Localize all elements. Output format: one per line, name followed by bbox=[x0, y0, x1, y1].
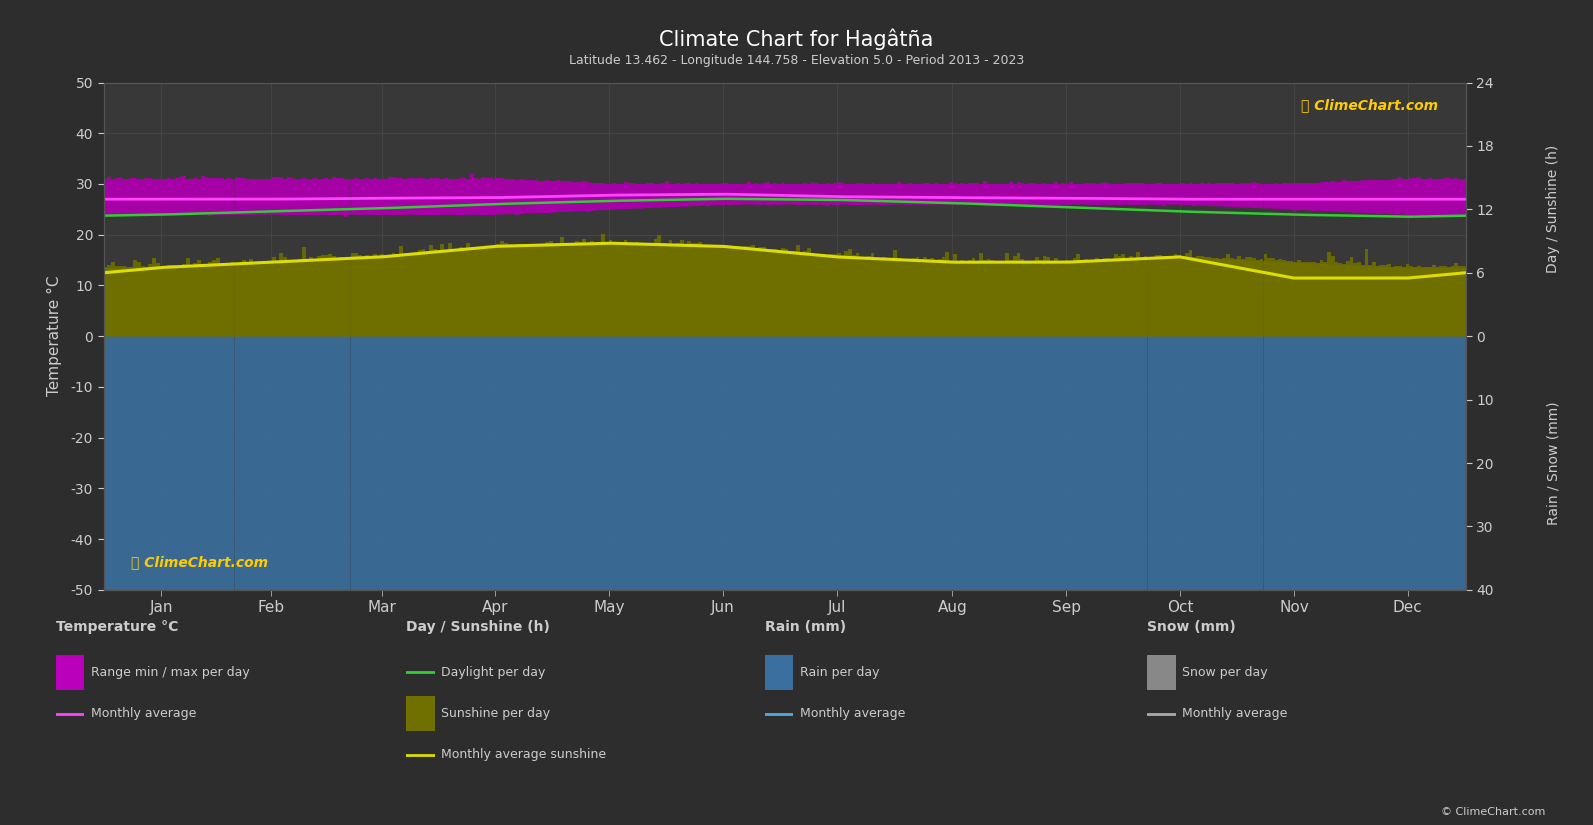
Text: Rain (mm): Rain (mm) bbox=[765, 620, 846, 634]
Text: Temperature °C: Temperature °C bbox=[56, 620, 178, 634]
Text: Snow per day: Snow per day bbox=[1182, 666, 1268, 679]
Text: Rain per day: Rain per day bbox=[800, 666, 879, 679]
Text: Latitude 13.462 - Longitude 144.758 - Elevation 5.0 - Period 2013 - 2023: Latitude 13.462 - Longitude 144.758 - El… bbox=[569, 54, 1024, 67]
Text: Monthly average: Monthly average bbox=[1182, 707, 1287, 720]
Text: 🌍 ClimeChart.com: 🌍 ClimeChart.com bbox=[1301, 97, 1438, 111]
Text: Monthly average sunshine: Monthly average sunshine bbox=[441, 748, 607, 761]
Y-axis label: Temperature °C: Temperature °C bbox=[48, 276, 62, 397]
Text: 🌍 ClimeChart.com: 🌍 ClimeChart.com bbox=[131, 555, 268, 569]
Text: Range min / max per day: Range min / max per day bbox=[91, 666, 250, 679]
Text: Day / Sunshine (h): Day / Sunshine (h) bbox=[406, 620, 550, 634]
Text: Monthly average: Monthly average bbox=[800, 707, 905, 720]
Text: © ClimeChart.com: © ClimeChart.com bbox=[1440, 807, 1545, 817]
Text: Sunshine per day: Sunshine per day bbox=[441, 707, 551, 720]
Text: Rain / Snow (mm): Rain / Snow (mm) bbox=[1547, 401, 1560, 525]
Text: Climate Chart for Hagâtña: Climate Chart for Hagâtña bbox=[660, 29, 933, 50]
Text: Day / Sunshine (h): Day / Sunshine (h) bbox=[1547, 145, 1560, 273]
Text: Monthly average: Monthly average bbox=[91, 707, 196, 720]
Text: Daylight per day: Daylight per day bbox=[441, 666, 546, 679]
Text: Snow (mm): Snow (mm) bbox=[1147, 620, 1236, 634]
